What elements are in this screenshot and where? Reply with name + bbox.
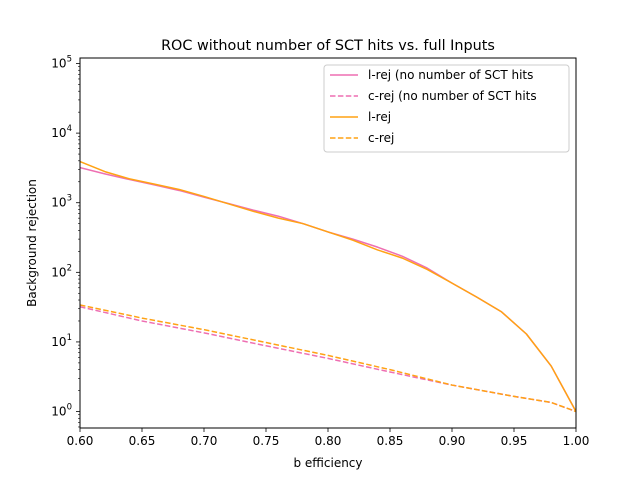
- series-layer: [80, 160, 576, 413]
- legend-box: [323, 64, 570, 153]
- x-tick-label: 0.60: [67, 434, 94, 448]
- legend-label-2: l-rej: [368, 110, 391, 124]
- x-tick-label: 0.85: [377, 434, 404, 448]
- x-tick-label: 1.00: [563, 434, 590, 448]
- y-tick-label: 102: [51, 263, 72, 279]
- x-axis: 0.60 0.65 0.70 0.75 0.80 0.85 0.90 0.95 1.00: [67, 428, 590, 448]
- y-tick-label: 104: [51, 124, 72, 140]
- x-tick-label: 0.75: [253, 434, 280, 448]
- x-tick-label: 0.95: [501, 434, 528, 448]
- legend-entries: l-rej (no number of SCT hits c-rej (no nu…: [330, 68, 537, 145]
- x-axis-label: b efficiency: [293, 456, 362, 470]
- y-tick-label: 103: [51, 194, 72, 210]
- x-tick-label: 0.90: [439, 434, 466, 448]
- series-line-0: [80, 166, 576, 412]
- x-tick-label: 0.80: [315, 434, 342, 448]
- x-tick-label: 0.65: [129, 434, 156, 448]
- chart-title: ROC without number of SCT hits vs. full …: [161, 38, 495, 54]
- legend-label-1: c-rej (no number of SCT hits: [368, 89, 537, 103]
- legend-label-0: l-rej (no number of SCT hits: [368, 68, 533, 82]
- y-tick-label: 100: [51, 403, 72, 419]
- y-tick-label: 105: [51, 55, 72, 71]
- plot-area: [80, 160, 576, 413]
- series-line-2: [80, 160, 576, 412]
- y-axis: 100 101 102 103 104 105: [51, 55, 80, 428]
- x-tick-label: 0.70: [191, 434, 218, 448]
- y-axis-label: Background rejection: [25, 179, 39, 307]
- legend-label-3: c-rej: [368, 131, 394, 145]
- series-line-1: [80, 306, 576, 413]
- y-tick-label: 101: [51, 333, 72, 349]
- series-line-3: [80, 304, 576, 413]
- legend[interactable]: l-rej (no number of SCT hits c-rej (no nu…: [323, 64, 570, 153]
